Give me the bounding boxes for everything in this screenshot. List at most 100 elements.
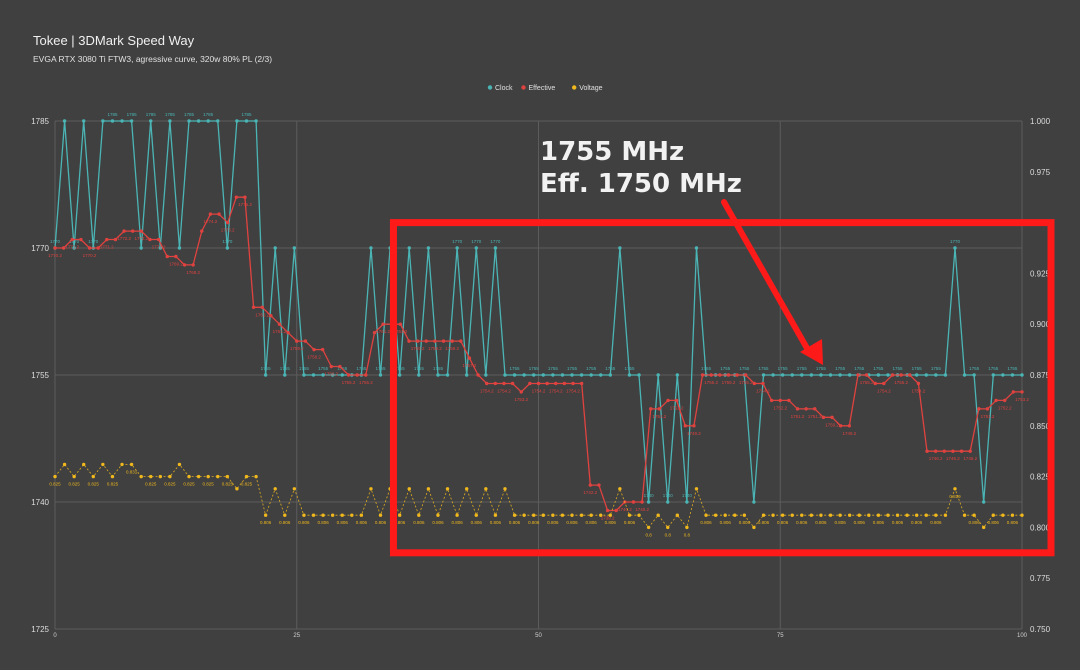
data-label-clock: 1755 bbox=[433, 366, 444, 371]
data-point-effective bbox=[683, 424, 687, 428]
data-point-effective bbox=[364, 373, 368, 377]
data-point-effective bbox=[156, 237, 161, 242]
data-point-effective bbox=[441, 339, 446, 343]
data-point-clock bbox=[761, 373, 766, 377]
data-point-clock bbox=[685, 500, 689, 504]
data-point-voltage bbox=[206, 474, 210, 479]
data-point-voltage bbox=[244, 474, 249, 479]
data-label-clock: 1740 bbox=[644, 493, 655, 498]
data-point-effective bbox=[476, 373, 480, 377]
data-point-clock bbox=[522, 373, 526, 377]
y-right-tick-label: 0.875 bbox=[1030, 371, 1051, 380]
data-point-clock bbox=[819, 373, 823, 377]
data-point-voltage bbox=[235, 487, 239, 491]
data-label-clock: 1785 bbox=[165, 112, 176, 117]
data-point-voltage bbox=[646, 525, 651, 530]
data-point-clock bbox=[886, 373, 890, 377]
data-label-clock: 1755 bbox=[835, 366, 846, 371]
data-label-voltage: 0.806 bbox=[968, 520, 980, 525]
data-point-clock bbox=[560, 373, 565, 377]
data-label-voltage: 0.825 bbox=[183, 482, 195, 487]
data-point-clock bbox=[369, 246, 373, 250]
data-point-clock bbox=[991, 373, 995, 377]
data-point-effective bbox=[752, 381, 757, 386]
data-point-voltage bbox=[934, 513, 938, 517]
data-point-voltage bbox=[982, 525, 986, 530]
data-label-voltage: 0.806 bbox=[796, 520, 808, 525]
data-point-effective bbox=[977, 407, 981, 411]
data-point-clock bbox=[216, 119, 220, 123]
data-point-effective bbox=[484, 381, 489, 386]
data-point-clock bbox=[110, 119, 115, 123]
data-point-effective bbox=[312, 347, 316, 352]
highlight-annotation bbox=[389, 199, 1055, 557]
data-point-effective bbox=[1011, 390, 1016, 394]
data-label-effective: 1768.2 bbox=[186, 270, 200, 275]
data-label-clock: 1740 bbox=[663, 493, 674, 498]
data-point-effective bbox=[830, 415, 834, 420]
data-point-effective bbox=[951, 449, 955, 453]
data-point-voltage bbox=[905, 513, 909, 517]
data-point-voltage bbox=[876, 513, 881, 517]
data-label-clock: 1755 bbox=[376, 366, 387, 371]
data-point-voltage bbox=[196, 474, 201, 479]
data-label-clock: 1755 bbox=[280, 366, 291, 371]
data-label-clock: 1770 bbox=[88, 239, 99, 244]
data-point-effective bbox=[908, 373, 912, 377]
legend-marker-voltage bbox=[572, 85, 577, 90]
data-point-clock bbox=[244, 119, 249, 123]
data-label-clock: 1755 bbox=[873, 366, 884, 371]
data-point-voltage bbox=[828, 513, 833, 517]
data-label-effective: 1755.2 bbox=[722, 380, 736, 385]
arrow-shaft bbox=[721, 199, 811, 353]
data-point-voltage bbox=[407, 487, 411, 491]
data-point-voltage bbox=[790, 513, 794, 517]
data-label-clock: 1755 bbox=[816, 366, 827, 371]
data-point-effective bbox=[424, 339, 428, 343]
data-point-voltage bbox=[1020, 513, 1024, 517]
data-point-voltage bbox=[91, 474, 95, 479]
data-point-voltage bbox=[101, 462, 105, 467]
data-point-clock bbox=[579, 373, 584, 377]
data-point-voltage bbox=[177, 462, 182, 467]
data-point-clock bbox=[771, 373, 775, 377]
data-point-effective bbox=[105, 237, 109, 242]
data-point-voltage bbox=[694, 487, 699, 491]
data-point-clock bbox=[474, 246, 478, 250]
data-point-effective bbox=[579, 381, 584, 386]
data-label-clock: 1785 bbox=[203, 112, 214, 117]
data-point-clock bbox=[627, 373, 632, 377]
data-label-voltage: 0.825 bbox=[88, 482, 100, 487]
data-point-effective bbox=[864, 373, 869, 377]
data-label-effective: 1754.2 bbox=[756, 388, 770, 393]
data-label-voltage: 0.806 bbox=[547, 520, 559, 525]
data-point-voltage bbox=[302, 513, 306, 517]
data-point-effective bbox=[968, 449, 972, 453]
data-point-clock bbox=[464, 373, 469, 377]
data-label-effective: 1755.2 bbox=[894, 380, 908, 385]
data-point-clock bbox=[168, 119, 172, 123]
data-point-effective bbox=[320, 347, 325, 352]
data-label-effective: 1746.2 bbox=[963, 456, 977, 461]
data-point-effective bbox=[398, 322, 403, 326]
data-point-clock bbox=[962, 373, 967, 377]
data-label-voltage: 0.806 bbox=[739, 520, 751, 525]
data-point-clock bbox=[982, 500, 986, 504]
data-label-voltage: 0.806 bbox=[451, 520, 463, 525]
data-point-effective bbox=[890, 373, 895, 377]
data-point-effective bbox=[657, 407, 662, 411]
data-label-effective: 1753.2 bbox=[514, 397, 528, 402]
data-point-voltage bbox=[541, 513, 545, 517]
data-label-effective: 1759.2 bbox=[428, 346, 442, 351]
data-label-clock: 1755 bbox=[797, 366, 808, 371]
data-point-effective bbox=[536, 381, 541, 386]
data-label-effective: 1771.2 bbox=[100, 245, 114, 250]
data-point-effective bbox=[79, 237, 83, 242]
data-point-effective bbox=[959, 449, 964, 453]
data-point-effective bbox=[139, 229, 144, 233]
data-point-clock bbox=[292, 246, 297, 250]
data-point-voltage bbox=[187, 474, 191, 479]
data-point-effective bbox=[286, 330, 290, 335]
data-label-effective: 1755.2 bbox=[704, 380, 718, 385]
data-point-effective bbox=[813, 407, 817, 411]
